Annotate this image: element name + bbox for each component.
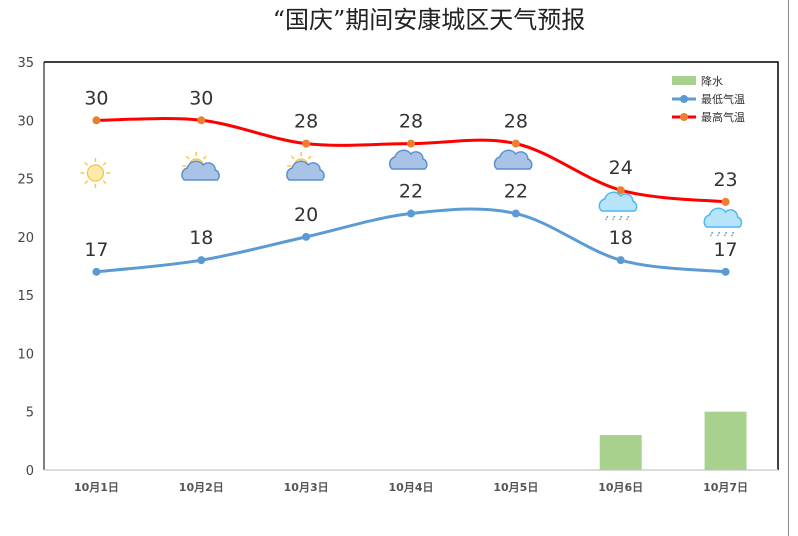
x-tick-label: 10月3日 bbox=[284, 481, 329, 494]
high-temp-marker bbox=[92, 116, 101, 125]
legend-label: 最低气温 bbox=[701, 92, 745, 106]
low-temp-marker bbox=[616, 256, 625, 265]
sun-ray bbox=[84, 180, 89, 185]
y-tick-label: 20 bbox=[17, 231, 34, 246]
rain-icon bbox=[703, 207, 743, 237]
y-tick-label: 5 bbox=[26, 406, 34, 421]
legend-label: 降水 bbox=[701, 74, 723, 88]
cloud-shape bbox=[493, 149, 533, 170]
rain-drop bbox=[716, 231, 721, 237]
low-temp-label: 17 bbox=[84, 239, 108, 261]
high-temp-label: 28 bbox=[294, 111, 318, 133]
low-temp-marker bbox=[407, 209, 415, 218]
rain-drop bbox=[709, 231, 714, 237]
high-temp-marker bbox=[511, 139, 520, 148]
cloud-shape bbox=[181, 160, 220, 181]
cloud-shape bbox=[286, 160, 325, 181]
high-temp-label: 28 bbox=[504, 111, 528, 133]
precip-bar bbox=[599, 435, 642, 470]
rain-drop bbox=[612, 215, 616, 221]
cloud-shape bbox=[598, 191, 638, 212]
sun-ray bbox=[202, 155, 207, 160]
x-tick-label: 10月2日 bbox=[179, 481, 224, 494]
high-temp-marker bbox=[197, 116, 206, 125]
sun-ray bbox=[84, 161, 89, 166]
x-tick-label: 10月1日 bbox=[74, 481, 119, 494]
low-temp-marker bbox=[721, 267, 730, 276]
y-tick-label: 35 bbox=[17, 56, 34, 71]
y-tick-label: 30 bbox=[17, 114, 34, 129]
sun-disc bbox=[86, 164, 105, 182]
rain-icon bbox=[598, 191, 638, 221]
high-temp-label: 30 bbox=[84, 87, 108, 109]
sunny-icon bbox=[80, 158, 111, 188]
sun-ray bbox=[102, 161, 107, 166]
high-temp-marker bbox=[616, 186, 625, 195]
partly-cloudy-icon bbox=[181, 152, 220, 181]
legend-swatch-marker bbox=[680, 95, 688, 103]
x-tick-label: 10月6日 bbox=[598, 481, 643, 494]
low-temp-marker bbox=[92, 267, 101, 276]
legend-label: 最高气温 bbox=[701, 110, 745, 124]
x-tick-label: 10月4日 bbox=[389, 481, 434, 494]
x-tick-label: 10月7日 bbox=[703, 481, 748, 494]
high-temp-marker bbox=[407, 139, 415, 148]
low-temp-marker bbox=[511, 209, 520, 218]
low-temp-label: 20 bbox=[294, 204, 318, 226]
chart-title: “国庆”期间安康城区天气预报 bbox=[272, 6, 586, 34]
sun-ray bbox=[102, 180, 107, 185]
cloudy-icon bbox=[493, 149, 533, 170]
low-temp-label: 18 bbox=[609, 227, 633, 249]
rain-drop bbox=[626, 215, 630, 221]
y-tick-label: 10 bbox=[17, 347, 34, 362]
window-edge bbox=[788, 0, 789, 536]
low-temp-marker bbox=[197, 256, 206, 265]
high-temp-label: 23 bbox=[713, 169, 737, 191]
low-temp-label: 17 bbox=[713, 239, 737, 261]
legend-swatch-precip bbox=[672, 76, 696, 85]
cloudy-icon bbox=[388, 149, 428, 170]
rain-drop bbox=[730, 231, 735, 237]
sun-ray bbox=[185, 155, 190, 160]
x-tick-label: 10月5日 bbox=[493, 481, 538, 494]
high-temp-label: 28 bbox=[399, 111, 423, 133]
rain-drop bbox=[723, 231, 728, 237]
y-tick-label: 25 bbox=[17, 173, 34, 188]
precip-bar bbox=[704, 411, 747, 470]
partly-cloudy-icon bbox=[286, 152, 325, 181]
high-temp-label: 30 bbox=[189, 87, 213, 109]
low-temp-label: 22 bbox=[399, 181, 423, 203]
high-temp-label: 24 bbox=[609, 157, 633, 179]
rain-drop bbox=[605, 215, 609, 221]
y-tick-label: 0 bbox=[26, 464, 34, 479]
y-tick-label: 15 bbox=[17, 289, 34, 304]
cloud-shape bbox=[703, 207, 743, 228]
legend-swatch-marker bbox=[680, 113, 688, 121]
plot-border bbox=[44, 61, 779, 470]
high-temp-marker bbox=[721, 197, 730, 206]
cloud-shape bbox=[388, 149, 428, 170]
low-temp-label: 18 bbox=[189, 227, 213, 249]
rain-drop bbox=[619, 215, 623, 221]
high-temp-marker bbox=[302, 139, 311, 148]
sun-ray bbox=[290, 155, 295, 160]
sun-ray bbox=[307, 155, 312, 160]
low-temp-marker bbox=[302, 232, 311, 241]
low-temp-label: 22 bbox=[504, 181, 528, 203]
